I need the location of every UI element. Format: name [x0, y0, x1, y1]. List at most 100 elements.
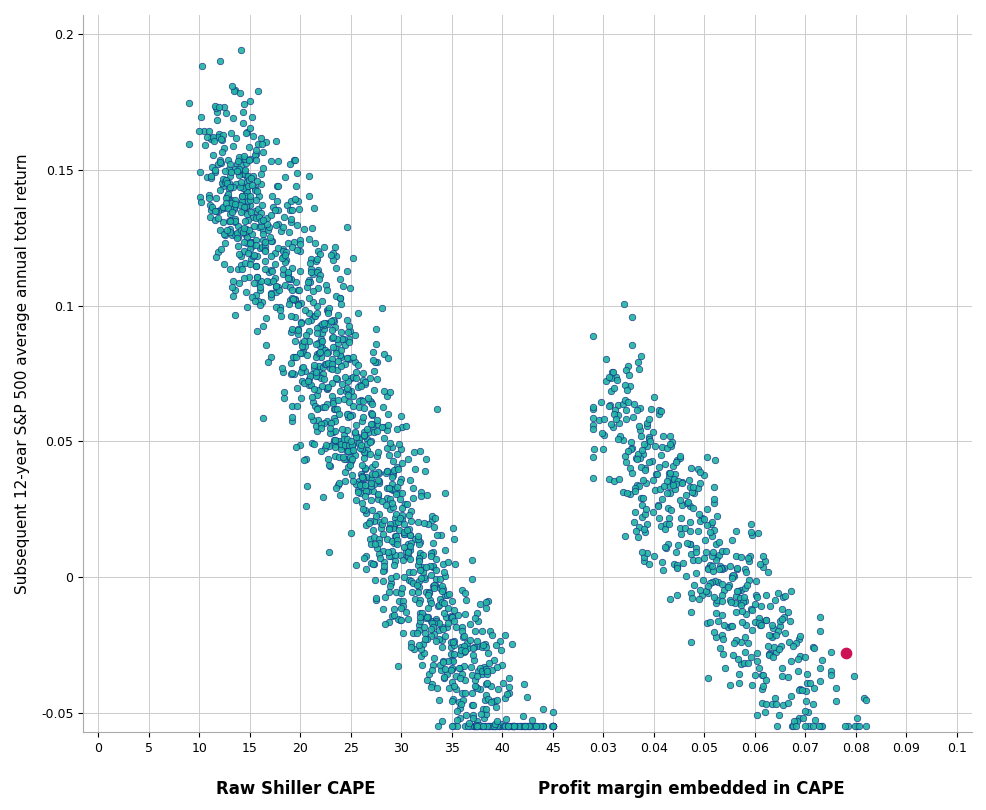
Point: [288, 441, 304, 454]
Point: [328, 333, 344, 346]
Point: [428, 616, 444, 629]
Point: [318, 415, 334, 428]
Point: [215, 215, 231, 228]
Point: [248, 147, 264, 160]
Point: [392, 476, 408, 489]
Point: [674, 556, 690, 569]
Point: [481, 719, 497, 732]
Point: [741, 603, 757, 616]
Point: [457, 586, 472, 599]
Point: [362, 472, 378, 485]
Point: [340, 319, 356, 332]
Point: [371, 537, 387, 550]
Point: [287, 153, 303, 166]
Point: [339, 444, 355, 457]
Point: [653, 441, 669, 454]
Point: [756, 706, 772, 718]
Point: [304, 390, 319, 403]
Point: [344, 444, 360, 457]
Point: [309, 326, 324, 339]
Point: [489, 661, 505, 674]
Point: [412, 642, 428, 655]
Point: [477, 595, 493, 608]
Point: [291, 202, 307, 215]
Point: [194, 59, 210, 72]
Point: [254, 138, 270, 151]
Point: [623, 467, 639, 480]
Point: [586, 443, 601, 456]
Point: [748, 646, 764, 659]
Point: [314, 380, 329, 393]
Point: [280, 267, 296, 280]
Point: [333, 360, 349, 373]
Point: [357, 503, 373, 516]
Point: [463, 573, 479, 586]
Point: [658, 542, 673, 555]
Point: [822, 669, 838, 682]
Point: [392, 442, 408, 455]
Point: [284, 241, 300, 254]
Point: [384, 535, 399, 548]
Point: [315, 401, 330, 414]
Point: [666, 467, 681, 480]
Point: [239, 185, 254, 198]
Point: [763, 697, 779, 710]
Point: [480, 595, 496, 608]
Point: [467, 719, 483, 732]
Point: [657, 457, 672, 470]
Point: [682, 605, 698, 618]
Point: [401, 529, 417, 542]
Point: [774, 699, 790, 712]
Point: [204, 200, 220, 213]
Point: [327, 415, 343, 428]
Point: [772, 640, 788, 653]
Point: [327, 290, 343, 303]
Point: [240, 194, 255, 207]
Point: [471, 682, 487, 695]
Point: [277, 245, 293, 258]
Point: [398, 544, 414, 557]
Point: [713, 595, 729, 608]
Point: [457, 674, 472, 687]
Point: [637, 463, 653, 476]
Point: [275, 251, 291, 264]
Point: [363, 471, 379, 484]
Point: [632, 429, 648, 442]
Point: [319, 317, 335, 330]
Point: [449, 720, 464, 733]
Point: [497, 692, 513, 705]
Point: [336, 370, 352, 383]
Point: [290, 328, 306, 341]
Point: [639, 518, 655, 531]
Point: [476, 720, 492, 733]
Point: [268, 135, 284, 148]
Point: [620, 395, 636, 408]
Point: [232, 86, 247, 99]
Point: [400, 537, 416, 550]
Point: [313, 372, 328, 385]
Point: [347, 366, 363, 379]
Point: [342, 324, 358, 337]
Point: [343, 372, 359, 385]
Point: [765, 640, 781, 653]
Point: [247, 238, 263, 251]
Point: [428, 613, 444, 626]
Point: [239, 170, 254, 183]
Point: [810, 720, 826, 733]
Point: [292, 245, 308, 258]
Point: [717, 661, 733, 674]
Point: [399, 612, 415, 625]
Point: [375, 574, 390, 587]
Point: [297, 339, 313, 352]
Point: [211, 100, 227, 113]
Point: [387, 512, 402, 525]
Point: [285, 292, 301, 305]
Point: [427, 552, 443, 565]
Point: [294, 339, 310, 352]
Point: [244, 206, 259, 219]
Point: [760, 648, 776, 661]
Point: [318, 278, 334, 291]
Point: [243, 153, 258, 166]
Point: [327, 481, 343, 494]
Point: [434, 596, 450, 609]
